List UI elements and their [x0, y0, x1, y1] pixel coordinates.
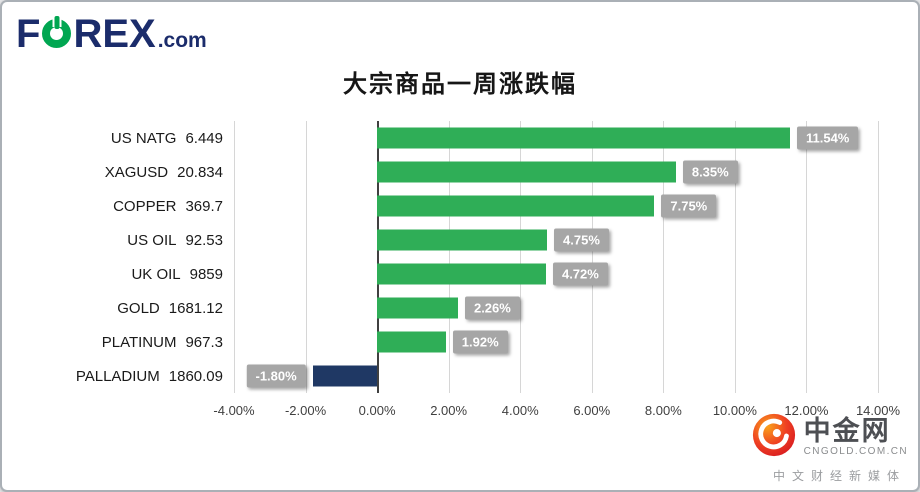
- x-axis-tick-label: 4.00%: [501, 403, 539, 418]
- gridline: [448, 121, 450, 393]
- chart-row: 11.54%: [234, 121, 878, 155]
- gridline: [234, 121, 235, 393]
- gridline: [305, 121, 307, 393]
- chart-row: -1.80%: [234, 359, 878, 393]
- bar-value-label: 8.35%: [682, 160, 738, 184]
- category-label: COPPER 369.7: [8, 189, 234, 223]
- category-axis: US NATG 6.449 XAGUSD 20.834 COPPER 369.7 US OI…: [8, 121, 234, 425]
- positive-bar: [377, 195, 655, 217]
- bar-value-label: 4.75%: [554, 228, 609, 252]
- gridline: [878, 121, 879, 393]
- gridline: [806, 121, 808, 393]
- chart-row: 4.72%: [234, 257, 878, 291]
- bar-value-label: -1.80%: [246, 364, 306, 388]
- cngold-row: 中金网 CNGOLD.COM.CN: [751, 412, 908, 463]
- x-axis-tick-label: 2.00%: [430, 403, 468, 418]
- gridline: [734, 121, 736, 393]
- cngold-domain: CNGOLD.COM.CN: [803, 446, 908, 458]
- negative-bar: [312, 365, 378, 387]
- x-axis-tick-label: 0.00%: [358, 403, 396, 418]
- category-name: GOLD: [117, 299, 160, 317]
- positive-bar: [377, 263, 546, 285]
- category-name: US NATG: [110, 129, 177, 147]
- category-price: 92.53: [185, 231, 223, 249]
- bar-value-label: 4.72%: [552, 262, 608, 286]
- category-name: PLATINUM: [101, 333, 177, 351]
- positive-bar: [377, 297, 458, 319]
- category-price: 369.7: [185, 197, 223, 215]
- cngold-name: 中金网: [803, 416, 891, 447]
- forex-logo: F REX.com: [16, 12, 207, 57]
- category-name: PALLADIUM: [75, 367, 160, 385]
- positive-bar: [377, 161, 676, 183]
- bar-value-label: 2.26%: [464, 296, 520, 320]
- x-axis-tick-label: -4.00%: [213, 403, 255, 418]
- logo-text-f: F: [16, 12, 41, 56]
- positive-bar: [377, 229, 548, 251]
- category-label: PALLADIUM 1860.09: [8, 359, 234, 393]
- chart-row: 7.75%: [234, 189, 878, 223]
- category-label: GOLD 1681.12: [8, 291, 234, 325]
- category-name: US OIL: [127, 231, 177, 249]
- bar-chart: US NATG 6.449 XAGUSD 20.834 COPPER 369.7 US OI…: [8, 121, 900, 425]
- x-axis-tick-label: 14.00%: [855, 403, 901, 418]
- bar-value-label: 1.92%: [452, 330, 508, 354]
- category-name: COPPER: [113, 197, 177, 215]
- logo-o-power-icon: [42, 19, 72, 48]
- plot-area: 11.54% 8.35% 7.75% 4.75% 4.72% 2.26% 1.92% -1.8…: [234, 121, 879, 393]
- category-label: PLATINUM 967.3: [8, 325, 234, 359]
- category-price: 20.834: [177, 163, 223, 181]
- x-axis-tick-label: 8.00%: [644, 403, 682, 418]
- category-label: UK OIL 9859: [8, 257, 234, 291]
- category-price: 6.449: [185, 129, 223, 147]
- gridline: [663, 121, 665, 393]
- cngold-watermark: 中金网 CNGOLD.COM.CN 中文财经新媒体: [751, 412, 908, 484]
- chart-title: 大宗商品一周涨跌幅: [343, 71, 577, 98]
- x-axis-tick-label: 6.00%: [573, 403, 611, 418]
- x-axis-tick-label: 10.00%: [712, 403, 757, 418]
- cngold-logo-icon: [751, 412, 797, 463]
- category-name: UK OIL: [131, 265, 181, 283]
- category-name: XAGUSD: [104, 163, 169, 181]
- chart-row: 1.92%: [234, 325, 878, 359]
- gridline: [520, 121, 522, 393]
- chart-row: 4.75%: [234, 223, 878, 257]
- positive-bar: [377, 331, 446, 353]
- cngold-tagline: 中文财经新媒体: [772, 469, 906, 483]
- bars-layer: 11.54% 8.35% 7.75% 4.75% 4.72% 2.26% 1.92% -1.8…: [234, 121, 878, 393]
- gridline: [591, 121, 593, 393]
- gridlines-layer: [234, 121, 879, 393]
- category-price: 1860.09: [168, 367, 223, 385]
- bar-value-label: 7.75%: [661, 194, 717, 218]
- x-axis-tick-label: -2.00%: [284, 403, 327, 418]
- cngold-text-block: 中金网 CNGOLD.COM.CN: [804, 417, 908, 458]
- bar-value-label: 11.54%: [796, 126, 859, 150]
- logo-text-rex: REX: [73, 12, 156, 56]
- x-axis-tick-label: 12.00%: [784, 403, 829, 418]
- zero-axis-line: [377, 121, 380, 393]
- category-label: US OIL 92.53: [8, 223, 234, 257]
- logo-tld: .com: [157, 29, 207, 52]
- category-label: US NATG 6.449: [8, 121, 234, 155]
- plot-wrapper: 11.54% 8.35% 7.75% 4.75% 4.72% 2.26% 1.92% -1.8…: [213, 121, 900, 425]
- category-label: XAGUSD 20.834: [8, 155, 234, 189]
- chart-row: 8.35%: [234, 155, 878, 189]
- x-axis: -4.00% -2.00% 0.00% 2.00% 4.00% 6.00% 8.00% 10.…: [213, 403, 900, 425]
- chart-row: 2.26%: [234, 291, 878, 325]
- category-price: 967.3: [185, 333, 223, 351]
- category-price: 9859: [189, 265, 223, 283]
- category-price: 1681.12: [168, 299, 223, 317]
- positive-bar: [377, 127, 790, 149]
